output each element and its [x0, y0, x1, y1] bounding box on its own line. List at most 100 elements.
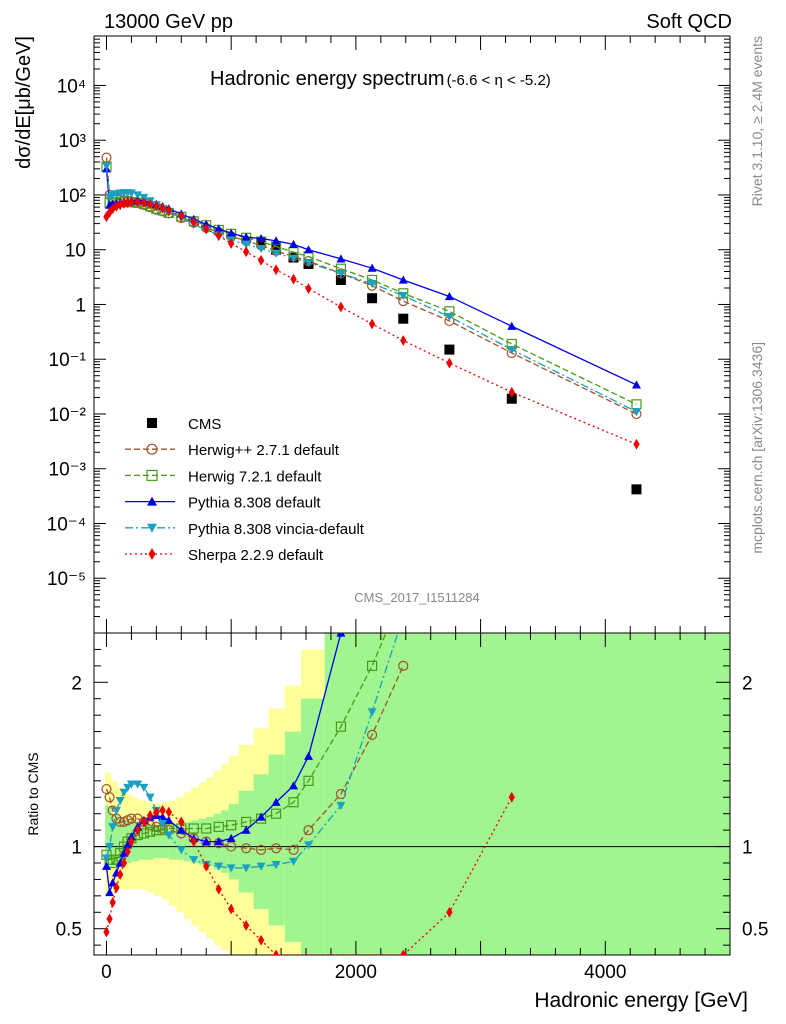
main-data-point [631, 408, 641, 417]
data-uncertainty-inner [117, 817, 124, 863]
ratio-data-point [105, 842, 115, 852]
ratio-data-point [109, 897, 116, 908]
legend: CMS Herwig++ 2.7.1 default Herwig 7.2.1 de… [125, 416, 365, 564]
ratio-data-point [335, 721, 347, 732]
main-y-tick-label: 10⁻⁵ [47, 569, 86, 590]
ratio-data-point [188, 823, 199, 834]
ratio-data-point [108, 878, 118, 887]
ratio-data-point [289, 857, 299, 866]
ratio-data-point [201, 823, 212, 834]
main-y-tick-label: 10⁻² [49, 405, 87, 426]
ratio-data-point [228, 903, 235, 915]
ratio-data-point [242, 920, 250, 931]
ratio-data-point [106, 913, 113, 925]
main-data-point [398, 292, 408, 301]
ratio-data-point [399, 613, 408, 621]
data-uncertainty-inner [253, 774, 269, 909]
legend-label: Pythia 8.308 default [188, 495, 321, 512]
legend-marker [146, 469, 158, 481]
data-uncertainty-inner [221, 810, 229, 873]
ratio-data-point [140, 816, 148, 828]
main-y-tick-label: 10² [59, 186, 86, 207]
ratio-data-point [256, 844, 267, 855]
main-data-point [203, 223, 210, 235]
main-y-tick-label: 10 [65, 241, 86, 262]
main-data-point [109, 203, 116, 215]
ratio-data-point [336, 633, 346, 637]
main-y-tick-label: 1 [75, 295, 86, 316]
analysis-id: CMS_2017_I1511284 [354, 590, 480, 605]
ratio-data-point [134, 824, 141, 836]
main-data-point [134, 196, 141, 208]
data-uncertainty-inner [198, 818, 207, 865]
ratio-y-axis-label: Ratio to CMS [25, 752, 41, 835]
main-data-point [289, 254, 299, 263]
main-data-point [289, 239, 299, 249]
data-uncertainty-inner [355, 633, 730, 955]
ratio-data-point [119, 788, 129, 797]
main-data-point [226, 228, 236, 237]
legend-marker [147, 523, 157, 533]
main-data-point [124, 197, 131, 209]
main-data-point [101, 162, 111, 171]
main-data-point [336, 254, 346, 263]
main-data-point [367, 280, 377, 289]
legend-label: CMS [188, 416, 221, 433]
ratio-data-point [215, 883, 222, 895]
ratio-series-line [105, 633, 387, 864]
main-data-point [117, 199, 124, 211]
ratio-data-point [256, 862, 266, 871]
ratio-data-point [366, 660, 378, 671]
main-series-line [105, 165, 637, 413]
process-header: Soft QCD [646, 11, 732, 33]
ratio-data-point [213, 821, 224, 832]
ratio-data-point [226, 864, 236, 873]
data-uncertainty-inner [168, 825, 177, 860]
rivet-version-label: Rivet 3.1.10, ≥ 2.4M events [749, 36, 765, 206]
main-data-point [398, 313, 409, 324]
main-data-point [165, 205, 172, 216]
ratio-data-point [288, 797, 299, 808]
main-data-point [178, 210, 185, 222]
main-data-point [257, 254, 265, 266]
ratio-series-line [105, 665, 404, 851]
ratio-data-point [270, 843, 282, 854]
ratio-data-point [203, 860, 210, 872]
main-data-point [367, 263, 377, 272]
ratio-data-point [176, 846, 186, 855]
ratio-data-point [270, 808, 282, 819]
ratio-data-point [400, 949, 407, 955]
ratio-data-point [272, 949, 280, 955]
main-data-point [241, 232, 251, 241]
ratio-data-point [366, 729, 378, 740]
ratio-data-point [164, 815, 174, 824]
data-uncertainty-inner [183, 821, 192, 862]
ratio-data-point [303, 841, 313, 850]
x-tick-label: 4000 [584, 962, 626, 983]
main-series [101, 152, 642, 495]
main-data-point [103, 211, 110, 223]
ratio-data-point [113, 882, 120, 894]
main-data-point [507, 345, 517, 355]
legend-marker [146, 443, 158, 455]
ratio-data-point [446, 906, 453, 918]
data-uncertainty-inner [238, 790, 254, 893]
ratio-data-point [101, 861, 111, 870]
main-data-point [113, 200, 120, 212]
ratio-data-point [288, 844, 299, 855]
main-data-point [506, 393, 517, 404]
main-data-point [215, 230, 222, 242]
ratio-data-point [190, 836, 197, 848]
ratio-data-point [508, 791, 515, 803]
main-data-point [368, 318, 376, 330]
legend-marker [147, 418, 157, 428]
main-data-point [214, 224, 224, 233]
main-plot-frame [93, 35, 731, 634]
ratio-data-point [226, 820, 237, 831]
main-data-point [444, 344, 455, 355]
legend-label: Herwig++ 2.7.1 default [188, 442, 340, 459]
data-uncertainty-inner [111, 813, 118, 867]
data-uncertainty-inner [268, 754, 285, 926]
main-data-point [271, 249, 281, 258]
ratio-data-point [164, 831, 174, 840]
